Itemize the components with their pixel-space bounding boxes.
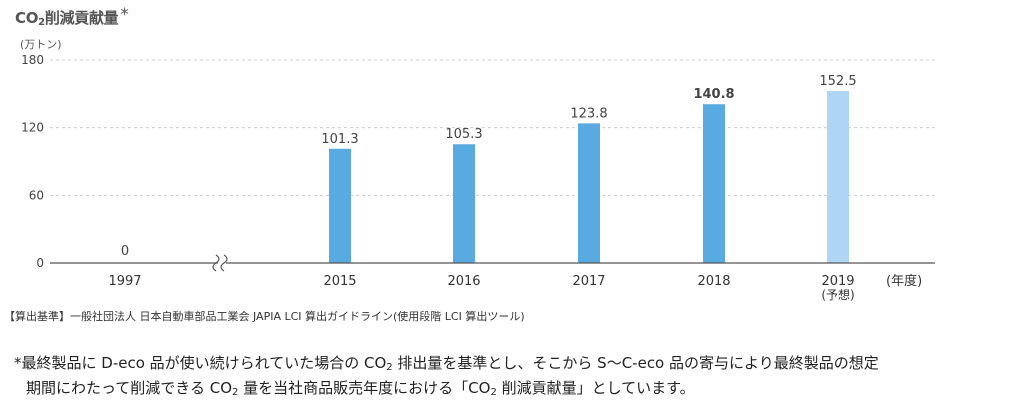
x-tick-label: 2015 xyxy=(323,274,356,289)
x-axis-unit-label: (年度) xyxy=(886,273,922,289)
asterisk-mark: * xyxy=(120,5,129,25)
chart-title: CO2削減貢献量 * xyxy=(15,5,129,28)
data-label: 123.8 xyxy=(570,106,607,121)
x-tick-note: (予想) xyxy=(821,287,854,302)
x-tick-label: 2016 xyxy=(447,274,480,289)
axis-break-mark xyxy=(220,254,228,272)
data-label: 0 xyxy=(121,244,129,259)
x-tick-label: 1997 xyxy=(108,274,141,289)
bar xyxy=(827,91,849,263)
footnote-line-2: 期間にわたって削減できる CO2 量を当社商品販売年度における「CO2 削減貢献… xyxy=(26,379,695,398)
bar xyxy=(703,104,725,263)
bar-chart: 0 60 120 180 0 1997 101.3 2015 105.3 2016 123.8 201… xyxy=(21,53,935,302)
data-label: 101.3 xyxy=(321,132,358,147)
y-tick-label: 120 xyxy=(21,121,44,135)
bar xyxy=(453,144,475,263)
data-label: 140.8 xyxy=(693,87,734,102)
y-tick-label: 180 xyxy=(21,53,44,67)
footnote-line-1: *最終製品に D-eco 品が使い続けられていた場合の CO2 排出量を基準とし… xyxy=(14,354,879,373)
bar xyxy=(578,123,600,264)
y-tick-label: 60 xyxy=(29,188,44,202)
data-label: 105.3 xyxy=(445,127,482,142)
x-tick-label: 2019 xyxy=(821,274,854,289)
x-tick-label: 2018 xyxy=(697,274,730,289)
data-label: 152.5 xyxy=(819,74,856,89)
calculation-basis-note: 【算出基準】一般社団法人 日本自動車部品工業会 JAPIA LCI 算出ガイドラ… xyxy=(4,310,525,323)
x-tick-label: 2017 xyxy=(572,274,605,289)
y-tick-label: 0 xyxy=(36,256,44,270)
axis-break-mark xyxy=(212,254,220,272)
y-axis-unit-label: (万トン) xyxy=(20,38,62,51)
bar xyxy=(329,148,351,263)
